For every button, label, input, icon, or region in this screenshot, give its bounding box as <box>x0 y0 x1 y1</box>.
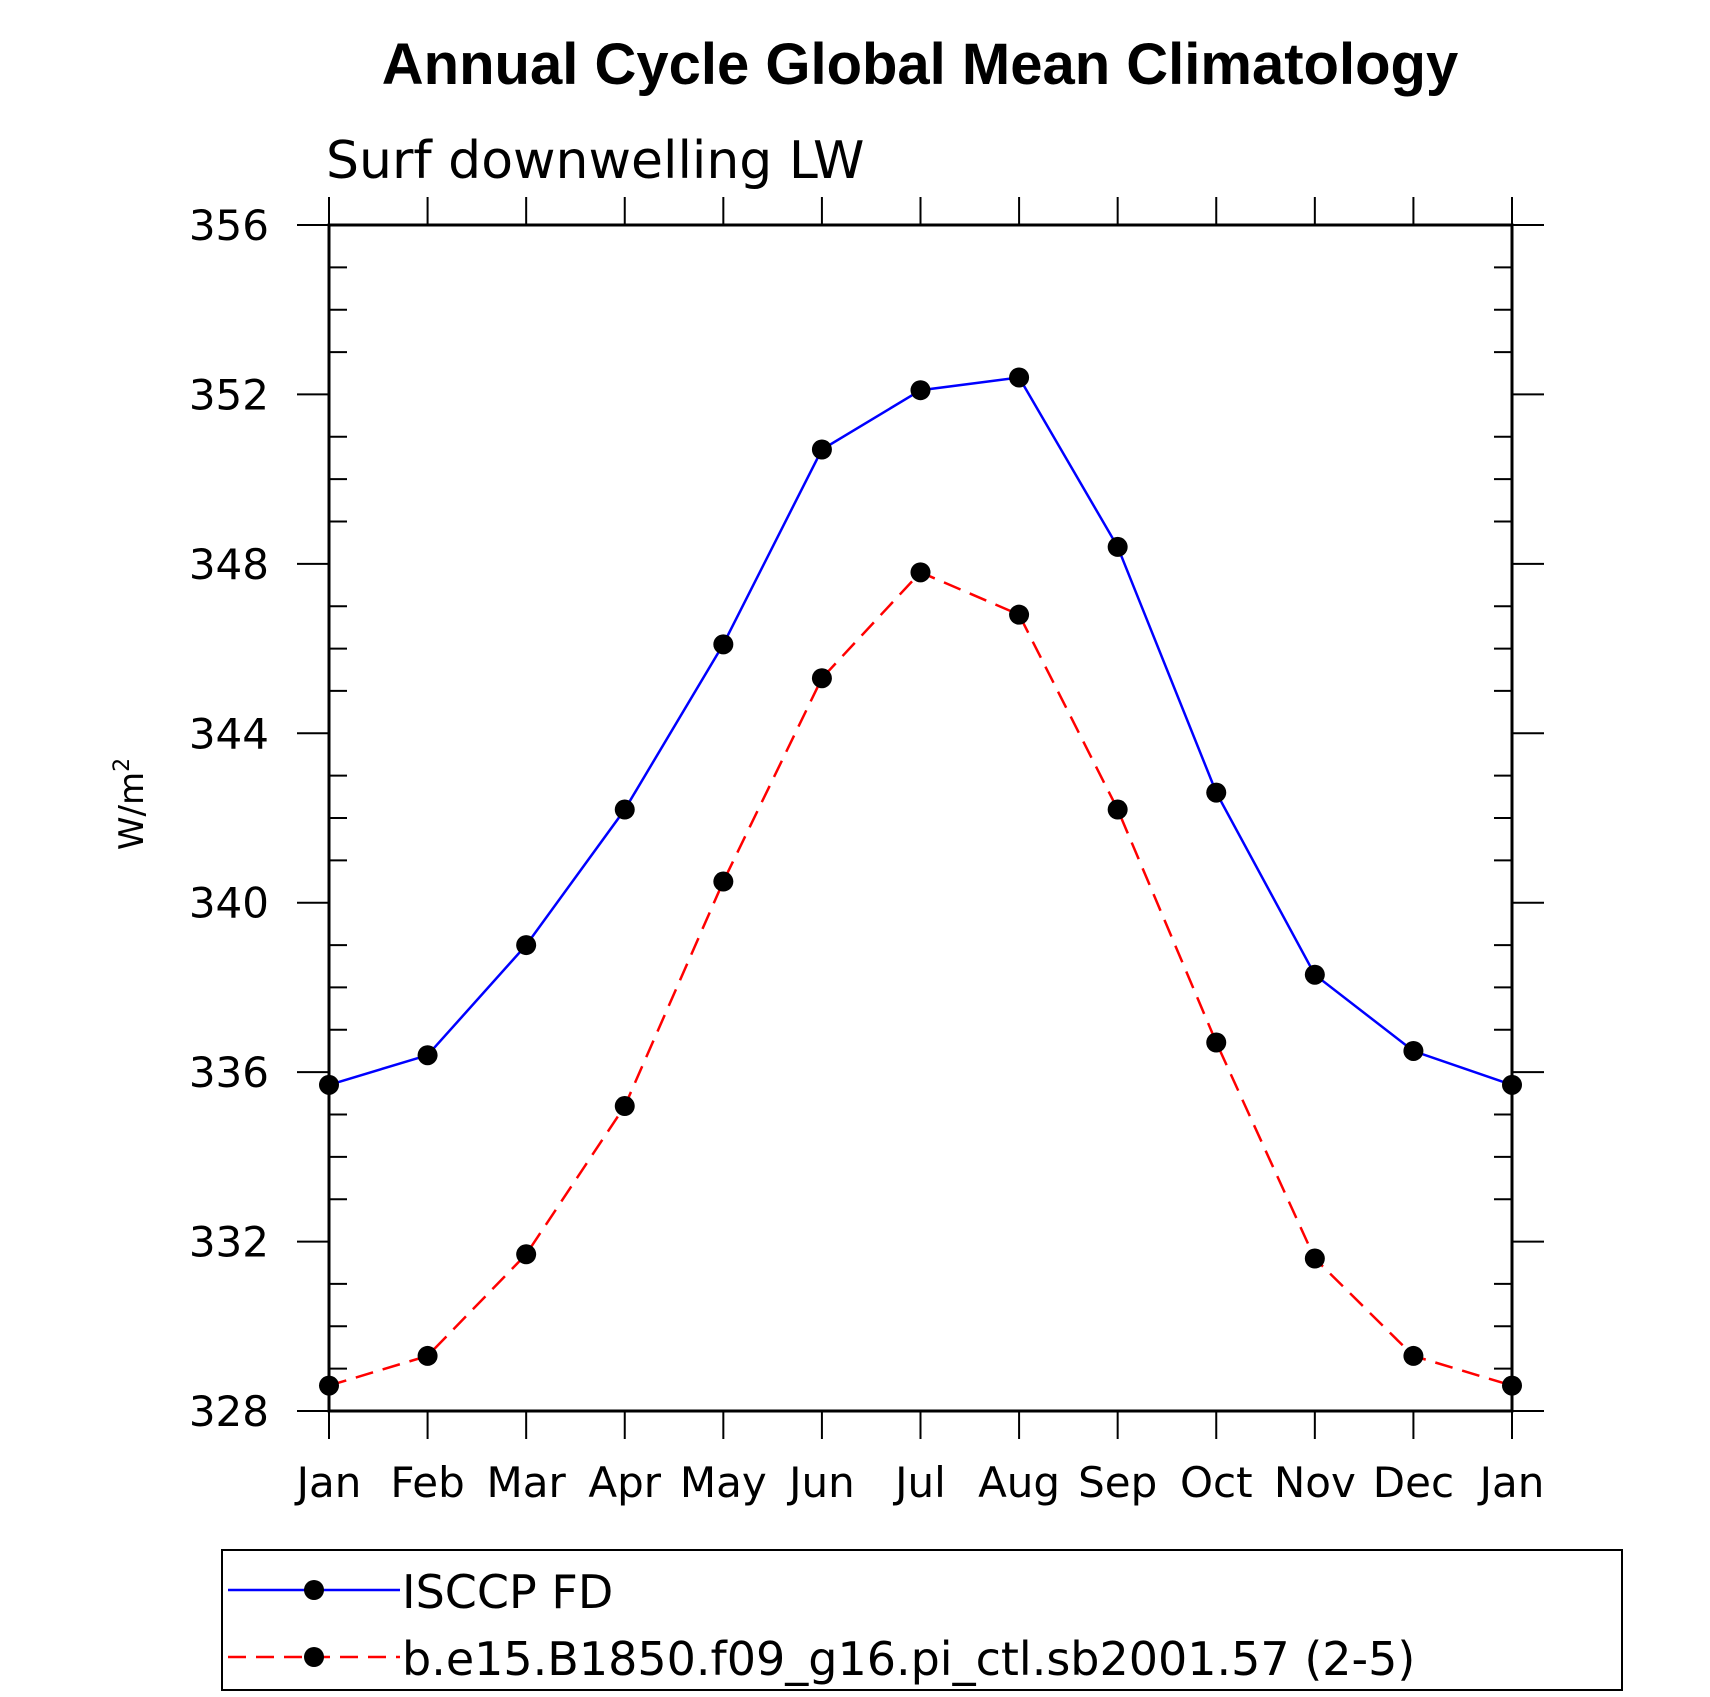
y-tick-label: 344 <box>189 709 269 758</box>
data-point-isccp <box>319 1074 339 1095</box>
data-point-model <box>1206 1032 1227 1053</box>
legend-marker-isccp <box>304 1580 324 1600</box>
data-point-isccp <box>1502 1074 1522 1095</box>
x-tick-label: Oct <box>1180 1458 1253 1507</box>
data-point-isccp <box>417 1045 438 1066</box>
x-tick-label: Feb <box>390 1458 464 1507</box>
data-point-model <box>1502 1375 1522 1396</box>
chart-title: Annual Cycle Global Mean Climatology <box>382 32 1458 97</box>
data-point-isccp <box>811 439 832 460</box>
data-point-isccp <box>1009 367 1030 388</box>
y-tick-label: 352 <box>189 370 269 419</box>
data-point-isccp <box>516 935 537 956</box>
y-axis-label: W/m2 <box>110 758 152 850</box>
series-line-model <box>328 570 1513 1387</box>
x-tick-label: Jun <box>786 1458 855 1507</box>
y-tick-label: 340 <box>189 879 269 928</box>
x-tick-label: Jan <box>294 1458 362 1507</box>
series-layer <box>319 367 1522 1396</box>
x-tick-label: May <box>680 1458 767 1507</box>
y-tick-label: 348 <box>189 540 269 589</box>
x-tick-label: Apr <box>588 1458 661 1507</box>
legend-label-model: b.e15.B1850.f09_g16.pi_ctl.sb2001.57 (2-… <box>402 1632 1415 1686</box>
data-point-model <box>1304 1248 1325 1269</box>
data-point-model <box>910 562 931 583</box>
data-point-isccp <box>1107 536 1128 557</box>
data-point-model <box>614 1096 635 1117</box>
y-tick-label: 328 <box>189 1387 269 1436</box>
x-tick-label: Dec <box>1373 1458 1454 1507</box>
plot-frame <box>327 223 1514 1413</box>
x-tick-label: Jul <box>892 1458 946 1507</box>
y-tick-label: 332 <box>189 1218 269 1267</box>
x-tick-label: Mar <box>487 1458 567 1507</box>
data-point-model <box>1009 604 1030 625</box>
chart-subtitle: Surf downwelling LW <box>326 131 864 191</box>
data-point-model <box>1403 1345 1424 1366</box>
y-tick-label: 356 <box>189 201 269 250</box>
series-line-isccp <box>328 376 1513 1087</box>
x-tick-label: Nov <box>1274 1458 1356 1507</box>
data-point-isccp <box>1206 782 1227 803</box>
data-point-isccp <box>614 799 635 820</box>
data-point-isccp <box>910 380 931 401</box>
data-point-model <box>1107 799 1128 820</box>
x-tick-label: Sep <box>1078 1458 1157 1507</box>
plot-axes: 328 332 336 340 344 348 352 356 Jan Feb Mar Apr May J… <box>189 197 1545 1507</box>
legend: ISCCP FD b.e15.B1850.f09_g16.pi_ctl.sb20… <box>221 1549 1623 1691</box>
y-axis-label-exponent: 2 <box>110 758 135 772</box>
data-point-model <box>811 668 832 689</box>
legend-marker-model <box>304 1647 324 1667</box>
x-tick-label: Aug <box>978 1458 1060 1507</box>
legend-label-isccp: ISCCP FD <box>402 1565 613 1619</box>
data-point-model <box>417 1345 438 1366</box>
data-point-isccp <box>1403 1040 1424 1061</box>
x-tick-label: Jan <box>1477 1458 1545 1507</box>
y-tick-label: 336 <box>189 1048 269 1097</box>
y-axis-label-unit: W/m <box>112 772 152 850</box>
data-point-model <box>319 1375 339 1396</box>
data-point-isccp <box>713 634 734 655</box>
legend-box <box>221 1549 1623 1691</box>
data-point-model <box>516 1244 537 1265</box>
data-point-model <box>713 871 734 892</box>
data-point-isccp <box>1304 964 1325 985</box>
